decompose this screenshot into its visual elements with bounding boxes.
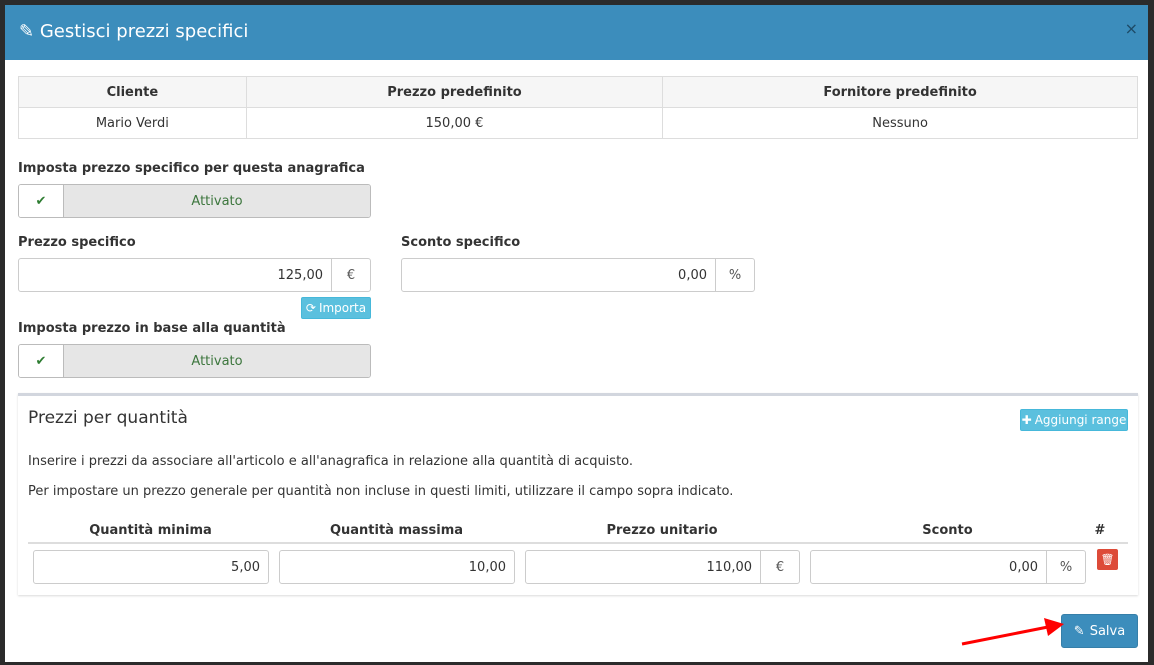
close-button[interactable]: ×: [1124, 19, 1138, 38]
check-icon: ✔: [19, 185, 64, 217]
specific-toggle[interactable]: ✔ Attivato: [18, 184, 371, 218]
modal-dialog: ✎ Gestisci prezzi specifici × Cliente Pre…: [5, 5, 1148, 662]
import-button[interactable]: ⟳ Importa: [301, 297, 371, 319]
column-header: Sconto: [922, 523, 973, 538]
cell-fornitore: Nessuno: [662, 107, 1138, 139]
unit-price-group: €: [525, 550, 800, 584]
euro-addon: €: [760, 551, 799, 583]
column-header: Cliente: [18, 76, 247, 108]
discount-label: Sconto specifico: [401, 235, 521, 250]
toggle-label: Attivato: [64, 185, 370, 217]
modal-title: Gestisci prezzi specifici: [39, 21, 249, 42]
max-qty-group: [279, 550, 515, 584]
edit-icon: ✎: [1073, 623, 1085, 639]
unit-price-input[interactable]: [526, 551, 760, 583]
column-header: Prezzo unitario: [606, 523, 718, 538]
divider: [28, 542, 1128, 544]
discount-input-group: %: [401, 258, 755, 292]
save-button[interactable]: ✎ Salva: [1061, 614, 1138, 648]
toggle-label: Attivato: [64, 345, 370, 377]
row-discount-group: %: [810, 550, 1086, 584]
box-title: Prezzi per quantità: [28, 408, 188, 428]
euro-addon: €: [331, 259, 370, 291]
column-header: Prezzo predefinito: [245, 76, 664, 108]
trash-icon: 🗑: [1100, 553, 1115, 566]
percent-addon: %: [715, 259, 754, 291]
percent-addon: %: [1046, 551, 1085, 583]
specific-label: Imposta prezzo specifico per questa anag…: [18, 161, 365, 176]
plus-icon: ✚: [1021, 413, 1032, 427]
price-input[interactable]: [19, 259, 331, 291]
delete-row-button[interactable]: 🗑: [1097, 549, 1118, 570]
add-range-button[interactable]: ✚ Aggiungi range: [1020, 409, 1128, 431]
qty-prices-box: Prezzi per quantità ✚ Aggiungi range Inse…: [18, 393, 1138, 595]
import-label: Importa: [318, 301, 367, 315]
add-range-label: Aggiungi range: [1034, 413, 1127, 427]
modal-header: ✎ Gestisci prezzi specifici ×: [5, 5, 1148, 60]
check-icon: ✔: [19, 345, 64, 377]
max-qty-input[interactable]: [280, 551, 514, 583]
cell-prezzo: 150,00 €: [245, 107, 664, 139]
column-header: Fornitore predefinito: [662, 76, 1138, 108]
discount-input[interactable]: [402, 259, 715, 291]
cell-cliente: Mario Verdi: [18, 107, 247, 139]
column-header: #: [1094, 523, 1106, 538]
price-label: Prezzo specifico: [18, 235, 136, 250]
save-label: Salva: [1089, 623, 1126, 639]
help-text: Inserire i prezzi da associare all'artic…: [28, 454, 634, 469]
column-header: Quantità minima: [89, 523, 212, 538]
info-table: Cliente Prezzo predefinito Fornitore prede…: [18, 76, 1138, 139]
help-text: Per impostare un prezzo generale per qua…: [28, 484, 734, 499]
price-input-group: €: [18, 258, 371, 292]
pencil-icon: ✎: [19, 21, 35, 42]
qty-label: Imposta prezzo in base alla quantità: [18, 321, 286, 336]
min-qty-input[interactable]: [34, 551, 268, 583]
column-header: Quantità massima: [329, 523, 464, 538]
min-qty-group: [33, 550, 269, 584]
row-discount-input[interactable]: [811, 551, 1046, 583]
qty-toggle[interactable]: ✔ Attivato: [18, 344, 371, 378]
refresh-icon: ⟳: [305, 301, 316, 315]
